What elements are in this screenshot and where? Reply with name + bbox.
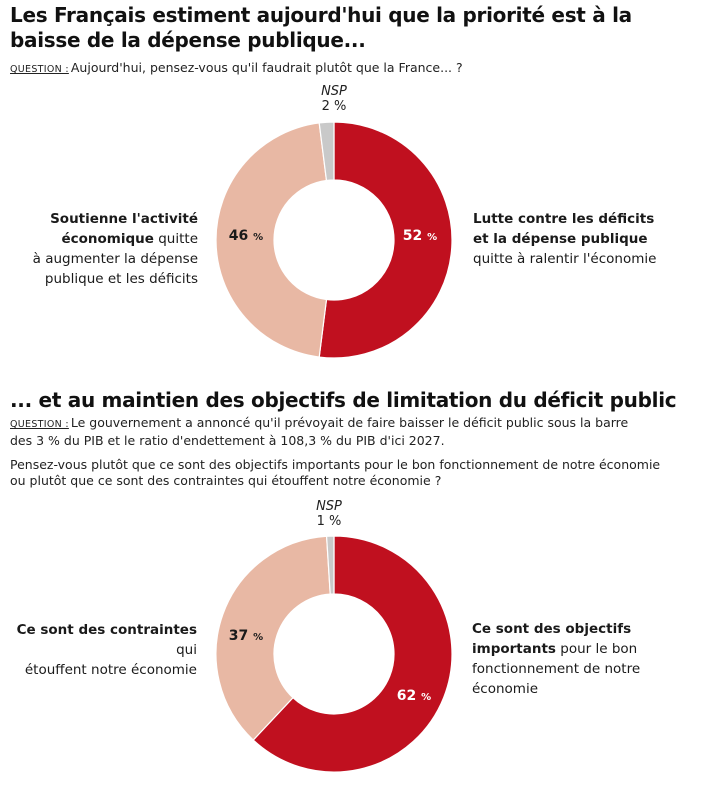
chart1-nsp-label: NSP 2 %	[304, 84, 364, 114]
label-text: qui	[176, 642, 197, 658]
label-bold: Lutte contre les déficits	[473, 211, 655, 227]
chart2-question2: Pensez-vous plutôt que ce sont des objec…	[10, 457, 660, 489]
slice-soutienne-l-activit-conomique-	[215, 122, 328, 358]
chart2-left-label: Ce sont des contraintes qui étouffent no…	[4, 620, 197, 680]
chart1-question: QUESTION : Aujourd'hui, pensez-vous qu'il…	[10, 60, 463, 78]
slice-lutte-contre-les-d-ficits-et-l	[318, 121, 453, 359]
label-text: quitte	[153, 231, 198, 247]
chart2-question: QUESTION : Le gouvernement a annoncé qu'i…	[10, 415, 628, 449]
label-text: pour le bon	[555, 641, 638, 657]
label-bold: Ce sont des objectifs	[472, 621, 632, 637]
label-bold: Ce sont des contraintes	[16, 622, 197, 638]
question-tag: QUESTION :	[10, 64, 69, 75]
label-bold: importants	[472, 641, 556, 657]
question-text: ou plutôt que ce sont des contraintes qu…	[10, 473, 442, 488]
question-tag: QUESTION :	[10, 419, 69, 430]
label-bold: Soutienne l'activité	[50, 211, 198, 227]
question-text: Le gouvernement a annoncé qu'il prévoyai…	[70, 415, 629, 430]
label-text: économie	[472, 681, 539, 697]
nsp-value: 2 %	[321, 99, 347, 114]
label-text: fonctionnement de notre	[472, 661, 641, 677]
chart2-right-label: Ce sont des objectifs importants pour le…	[472, 619, 702, 699]
slice-value-label: 62 %	[397, 688, 431, 704]
chart2-title: ... et au maintien des objectifs de limi…	[10, 388, 677, 412]
nsp-name: NSP	[316, 499, 342, 514]
label-text: publique et les déficits	[44, 271, 198, 287]
slice-nsp	[318, 121, 335, 182]
chart1-title: Les Français estiment aujourd'hui que la…	[10, 3, 632, 52]
label-text: étouffent notre économie	[24, 662, 197, 678]
slice-value-label: 52 %	[403, 228, 437, 244]
slice-nsp	[325, 535, 335, 595]
question-text: Pensez-vous plutôt que ce sont des objec…	[10, 457, 661, 472]
label-bold: économique	[61, 231, 154, 247]
chart1-left-label: Soutienne l'activité économique quitte à…	[20, 209, 198, 289]
nsp-value: 1 %	[316, 514, 342, 529]
label-bold: et la dépense publique	[473, 231, 648, 247]
slice-ce-sont-des-contraintes-qui-to	[215, 535, 331, 741]
label-text: quitte à ralentir l'économie	[473, 251, 657, 267]
chart2-donut: 62 % 37 %	[215, 535, 453, 773]
label-text: à augmenter la dépense	[32, 251, 198, 267]
slice-value-label: 46 %	[229, 228, 263, 244]
nsp-name: NSP	[321, 84, 347, 99]
question-text: des 3 % du PIB et le ratio d'endettement…	[10, 433, 445, 448]
slice-ce-sont-des-objectifs-importan	[252, 535, 453, 773]
question-text: Aujourd'hui, pensez-vous qu'il faudrait …	[70, 60, 463, 75]
chart1-right-label: Lutte contre les déficits et la dépense …	[473, 209, 703, 269]
slice-value-label: 37 %	[229, 628, 263, 644]
chart2-nsp-label: NSP 1 %	[299, 499, 359, 529]
chart1-donut: 52 % 46 %	[215, 121, 453, 359]
